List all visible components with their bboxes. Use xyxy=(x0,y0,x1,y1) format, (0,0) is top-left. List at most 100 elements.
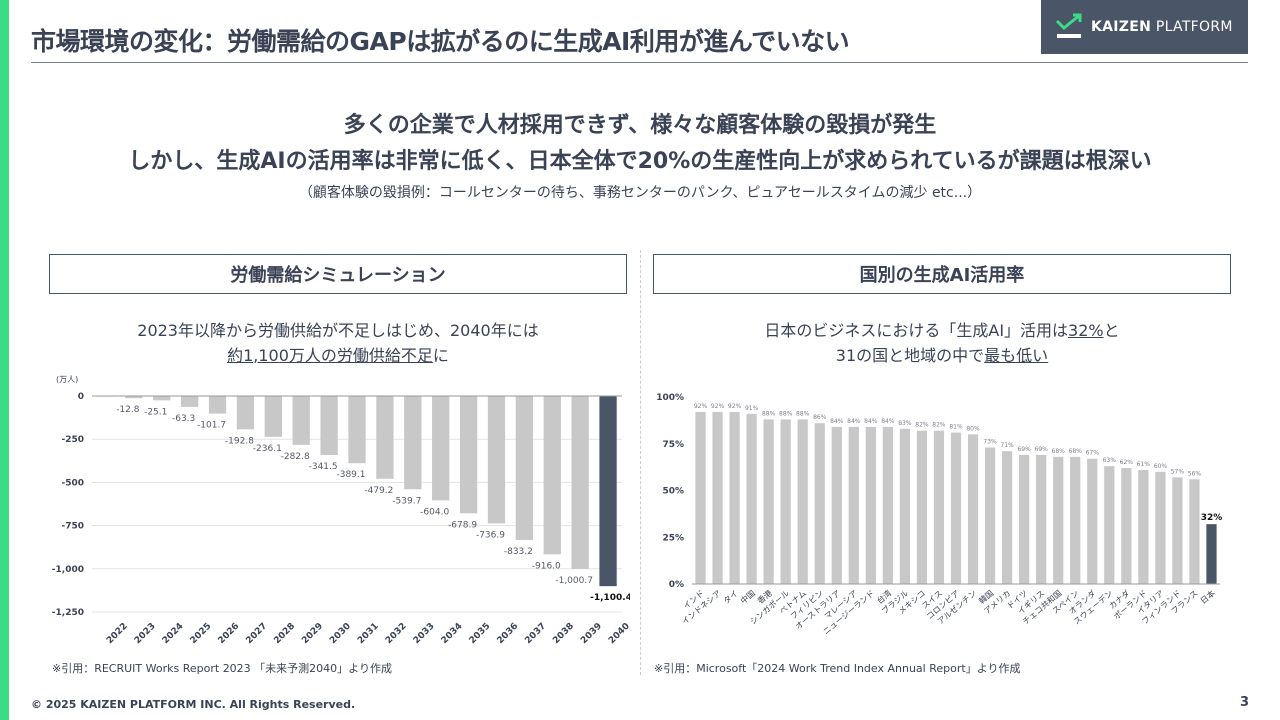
headline-note: （顧客体験の毀損例：コールセンターの待ち、事務センターのパンク、ピュアセールスタ… xyxy=(298,185,982,201)
genai-source-note: ※引用：Microsoft「2024 Work Trend Index Annu… xyxy=(654,662,1021,675)
value-label: -63.3 xyxy=(172,414,195,424)
genai-usage-title: 国別の生成AI活用率 xyxy=(653,254,1231,294)
title-divider xyxy=(31,62,1248,63)
bar-イタリア xyxy=(1155,471,1166,584)
bar-マレーシア xyxy=(848,426,859,584)
bar-ポーランド xyxy=(1138,469,1149,584)
x-tick-label: 2037 xyxy=(523,621,548,646)
bar-フィンランド xyxy=(1172,477,1183,584)
value-label: -736.9 xyxy=(476,530,505,540)
headline-line-1: 多くの企業で人材採用できず、様々な顧客体験の毀損が発生 xyxy=(343,113,937,138)
value-label: 91% xyxy=(745,405,759,412)
bar-フランス xyxy=(1189,479,1200,584)
page-number: 3 xyxy=(1240,695,1250,710)
bar-2029 xyxy=(292,396,310,445)
value-label: 81% xyxy=(949,424,963,431)
x-tick-label: 2040 xyxy=(607,621,630,646)
bar-2024 xyxy=(153,396,171,401)
logo-wordmark: KAIZEN PLATFORM xyxy=(1091,19,1233,35)
value-label: 73% xyxy=(983,438,997,445)
value-label: -1,100.4 xyxy=(590,593,630,603)
copyright: © 2025 KAIZEN PLATFORM INC. All Rights R… xyxy=(31,698,356,711)
labor-source-note: ※引用：RECRUIT Works Report 2023 「未来予測2040」… xyxy=(52,662,392,675)
bar-2034 xyxy=(432,396,450,501)
genai-subhead: 日本のビジネスにおける「生成AI」活用は32%と 31の国と地域の中で最も低い xyxy=(653,318,1231,368)
value-label: -833.2 xyxy=(504,547,533,557)
value-label: 86% xyxy=(813,414,827,421)
value-label: 83% xyxy=(898,420,912,427)
bar-インドネシア xyxy=(712,411,723,584)
bar-2037 xyxy=(515,396,534,540)
bar-スイス xyxy=(933,430,945,584)
value-label: 68% xyxy=(1052,448,1066,455)
labor-subhead-line-1: 2023年以降から労働供給が不足しはじめ、2040年には xyxy=(137,321,539,340)
labor-gap-chart: (万人)0 -250 -500 -750 -1,000 -1,250 2022 -12.8 20… xyxy=(52,375,630,646)
value-label: -341.5 xyxy=(309,462,338,472)
value-label: 92% xyxy=(728,403,742,410)
bar-イギリス xyxy=(1036,454,1047,584)
accent-bar xyxy=(0,0,9,720)
kaizen-logo: KAIZEN PLATFORM xyxy=(1041,0,1248,54)
bar-中国 xyxy=(746,413,757,584)
x-tick-label: 2026 xyxy=(217,621,242,646)
value-label: 57% xyxy=(1171,468,1185,475)
bar-ドイツ xyxy=(1019,454,1030,584)
value-label: 60% xyxy=(1154,463,1168,470)
value-label: -1,000.7 xyxy=(555,576,593,586)
x-tick-label: 2034 xyxy=(440,621,465,646)
value-label: -916.0 xyxy=(532,561,561,571)
value-label: -389.1 xyxy=(336,470,365,480)
bar-2025 xyxy=(180,396,199,407)
labor-simulation-title: 労働需給シミュレーション xyxy=(49,254,627,294)
value-label: -604.0 xyxy=(420,507,449,517)
value-label: -236.1 xyxy=(253,444,282,454)
x-tick-label: 2030 xyxy=(328,621,353,646)
value-label: 63% xyxy=(1103,457,1117,464)
bar-オランダ xyxy=(1087,458,1098,584)
x-tick-label: 2033 xyxy=(412,621,437,646)
bar-台湾 xyxy=(882,426,893,584)
bar-2035 xyxy=(459,396,478,514)
x-tick-label: 2032 xyxy=(384,621,409,646)
x-tick-label: タイ xyxy=(722,589,740,606)
genai-subhead-line-2: 31の国と地域の中で最も低い xyxy=(835,346,1049,365)
genai-subhead-line-1: 日本のビジネスにおける「生成AI」活用は32%と xyxy=(764,321,1120,340)
x-tick-label: 2029 xyxy=(300,621,325,646)
bar-2023 xyxy=(125,396,143,399)
slide-title: 市場環境の変化：労働需給のGAPは拡がるのに生成AI利用が進んでいない xyxy=(31,27,850,56)
y-tick-label: 0 xyxy=(78,392,84,402)
value-label: -282.8 xyxy=(281,452,310,462)
bar-メキシコ xyxy=(916,430,928,584)
bar-韓国 xyxy=(984,447,996,584)
japan-rate-highlight: 32% xyxy=(1068,321,1104,340)
x-tick-label: 2031 xyxy=(356,621,381,646)
check-trend-icon xyxy=(1055,13,1082,38)
bar-2031 xyxy=(348,396,366,464)
headline-line-2: しかし、生成AIの活用率は非常に低く、日本全体で20%の生産性向上が求められてい… xyxy=(128,149,1152,174)
value-label: -25.1 xyxy=(144,407,167,417)
x-tick-label: 日本 xyxy=(1198,588,1217,606)
bar-2028 xyxy=(264,396,282,437)
value-label: -101.7 xyxy=(197,421,226,431)
labor-shortage-highlight: 約1,100万人の労働供給不足 xyxy=(227,346,433,365)
x-tick-label: 2025 xyxy=(189,621,214,646)
y-tick-label: 75% xyxy=(662,440,684,450)
value-label: -192.8 xyxy=(225,436,254,446)
value-label: -479.2 xyxy=(364,486,393,496)
value-label: 56% xyxy=(1188,470,1202,477)
bar-アメリカ xyxy=(1001,451,1013,584)
bar-2027 xyxy=(236,396,255,430)
value-label: 32% xyxy=(1201,513,1223,523)
x-tick-label: 中国 xyxy=(738,588,757,606)
bar-インド xyxy=(695,411,706,584)
value-label: 88% xyxy=(796,410,810,417)
y-tick-label: 0% xyxy=(669,580,684,590)
bar-タイ xyxy=(729,411,740,584)
value-label: 80% xyxy=(966,425,980,432)
genai-usage-chart: 0%25%50%75%100%92%インド92%インドネシア92%タイ91%中国… xyxy=(656,393,1223,637)
value-label: 69% xyxy=(1034,446,1048,453)
bar-アルゼンチン xyxy=(967,434,979,584)
y-tick-label: -750 xyxy=(61,522,84,532)
value-label: -539.7 xyxy=(392,496,421,506)
bar-スペイン xyxy=(1070,456,1081,584)
